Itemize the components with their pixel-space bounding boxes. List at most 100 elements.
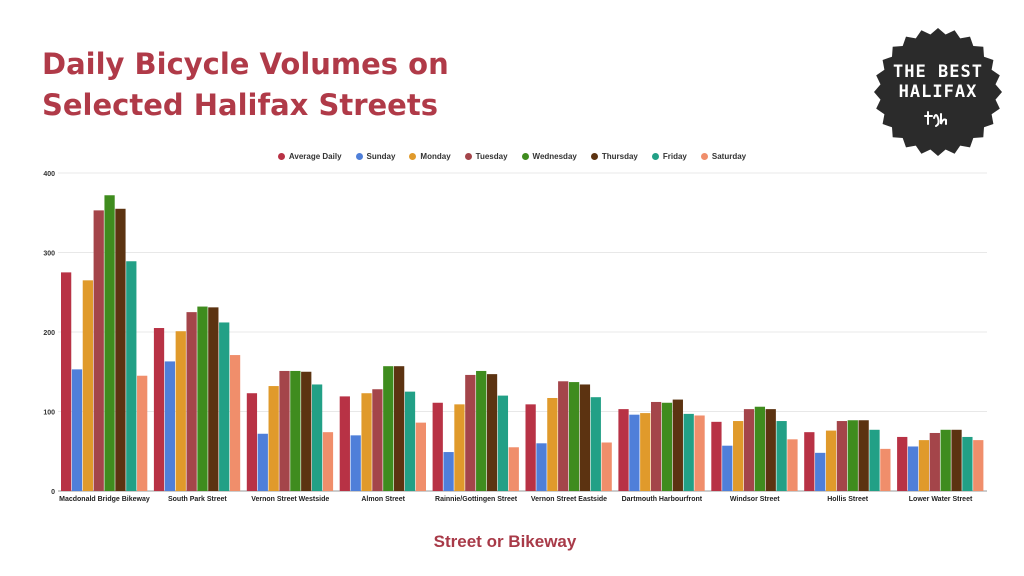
bar bbox=[907, 446, 919, 491]
bar bbox=[836, 421, 848, 491]
bar bbox=[733, 421, 744, 491]
bar bbox=[339, 396, 350, 491]
bar bbox=[279, 370, 290, 491]
bar bbox=[361, 393, 372, 491]
bar bbox=[601, 442, 612, 491]
bar bbox=[929, 432, 940, 491]
legend-label: Saturday bbox=[711, 152, 747, 161]
bar bbox=[525, 404, 536, 491]
bar bbox=[536, 443, 547, 491]
badge-seal-shape bbox=[874, 28, 1002, 156]
legend-swatch bbox=[464, 153, 472, 160]
x-tick-label: Dartmouth Harbourfront bbox=[622, 496, 703, 503]
chart-legend: Average Daily Sunday Monday Tuesday Wednesda… bbox=[0, 152, 1024, 161]
x-tick-label: South Park Street bbox=[168, 496, 227, 503]
legend-item: Sunday bbox=[355, 152, 395, 161]
bar bbox=[940, 429, 951, 491]
bar bbox=[629, 414, 640, 491]
y-tick-label: 200 bbox=[43, 330, 55, 337]
bar bbox=[164, 361, 176, 491]
bar bbox=[372, 389, 383, 491]
legend-item: Average Daily bbox=[277, 152, 342, 161]
bar bbox=[804, 432, 815, 491]
bar bbox=[880, 448, 891, 491]
page-title: Daily Bicycle Volumes on Selected Halifa… bbox=[42, 44, 449, 126]
bar bbox=[847, 420, 858, 491]
bar bbox=[672, 399, 683, 491]
bar bbox=[497, 395, 509, 491]
bar bbox=[476, 370, 487, 491]
y-tick-label: 400 bbox=[43, 171, 55, 178]
bar bbox=[197, 306, 208, 491]
legend-label: Thursday bbox=[601, 152, 638, 161]
bar bbox=[579, 384, 591, 491]
legend-label: Wednesday bbox=[532, 152, 577, 161]
bar bbox=[175, 331, 186, 491]
bar bbox=[711, 421, 722, 491]
bar bbox=[350, 435, 361, 491]
legend-item: Tuesday bbox=[464, 152, 508, 161]
bar bbox=[383, 366, 394, 491]
bar bbox=[683, 413, 694, 491]
bar bbox=[82, 280, 93, 491]
bar bbox=[815, 452, 826, 491]
bar bbox=[404, 391, 416, 492]
badge-seal bbox=[874, 28, 1002, 156]
y-tick-label: 0 bbox=[51, 489, 55, 496]
bar bbox=[858, 420, 869, 491]
bar bbox=[137, 375, 148, 491]
bar bbox=[962, 436, 973, 491]
bar bbox=[508, 447, 519, 491]
bar bbox=[93, 210, 104, 491]
bar bbox=[415, 422, 426, 491]
x-tick-label: Almon Street bbox=[361, 496, 405, 503]
bar bbox=[547, 397, 558, 491]
legend-item: Monday bbox=[409, 152, 451, 161]
bar bbox=[765, 409, 776, 491]
bar bbox=[71, 369, 83, 491]
bar bbox=[650, 401, 662, 491]
legend-swatch bbox=[700, 153, 708, 160]
bar bbox=[454, 404, 465, 491]
x-tick-label: Hollis Street bbox=[827, 496, 869, 503]
legend-swatch bbox=[651, 153, 659, 160]
bar bbox=[776, 421, 787, 491]
bar bbox=[268, 386, 279, 491]
x-tick-label: Windsor Street bbox=[730, 496, 780, 503]
x-tick-label: Lower Water Street bbox=[909, 496, 973, 503]
title-line-2: Selected Halifax Streets bbox=[42, 88, 438, 122]
bar bbox=[322, 432, 334, 491]
bar bbox=[311, 384, 323, 491]
x-tick-label: Vernon Street Eastside bbox=[531, 496, 607, 503]
legend-swatch bbox=[355, 153, 363, 160]
bar bbox=[394, 366, 405, 491]
bar bbox=[432, 402, 443, 491]
bar bbox=[754, 406, 766, 491]
bar bbox=[722, 445, 733, 491]
bar bbox=[486, 374, 498, 491]
legend-label: Average Daily bbox=[288, 152, 342, 161]
bar bbox=[558, 381, 569, 491]
bar bbox=[694, 415, 705, 491]
bar bbox=[869, 429, 880, 491]
bar bbox=[465, 374, 476, 491]
x-tick-label: Rainnie/Gottingen Street bbox=[435, 496, 518, 503]
x-tick-label: Vernon Street Westside bbox=[251, 496, 329, 503]
bar bbox=[787, 439, 798, 491]
bar bbox=[661, 402, 673, 491]
badge-text-line-2: HALIFAX bbox=[898, 82, 978, 102]
bar bbox=[568, 382, 580, 491]
bar bbox=[897, 436, 908, 491]
y-tick-label: 300 bbox=[43, 251, 55, 258]
bar bbox=[186, 312, 197, 492]
bar bbox=[126, 261, 137, 491]
bar bbox=[825, 430, 837, 491]
the-best-halifax-logo: THE BEST HALIFAX bbox=[872, 26, 1004, 158]
legend-swatch bbox=[409, 153, 417, 160]
title-line-1: Daily Bicycle Volumes on bbox=[42, 47, 449, 81]
signature-icon bbox=[924, 111, 947, 127]
legend-swatch bbox=[590, 153, 598, 160]
bar bbox=[640, 413, 651, 491]
legend-item: Friday bbox=[651, 152, 687, 161]
